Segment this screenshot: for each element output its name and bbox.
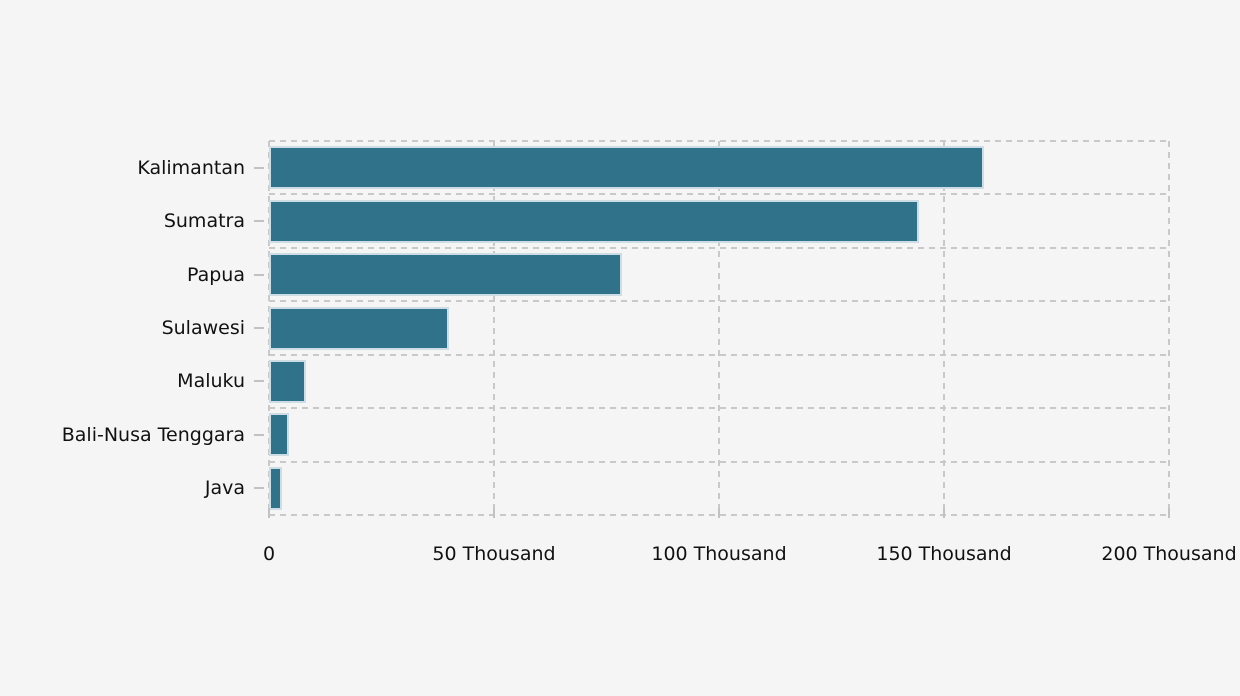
gridline-vertical (493, 141, 495, 515)
x-axis-label: 0 (262, 543, 276, 565)
bar-maluku (269, 359, 306, 403)
x-axis-tick (268, 508, 270, 518)
gridline-horizontal (269, 407, 1169, 410)
y-axis-label: Bali-Nusa Tenggara (61, 423, 245, 446)
gridline-vertical (718, 141, 720, 515)
gridline-horizontal (269, 193, 1169, 196)
y-axis-tick (254, 273, 264, 276)
bar-papua (269, 253, 622, 297)
x-axis-tick (1168, 508, 1170, 518)
x-axis-tick (718, 508, 720, 518)
y-axis-label: Maluku (177, 370, 245, 393)
y-axis-tick (254, 166, 264, 169)
y-axis-tick (254, 433, 264, 436)
y-axis-label: Java (204, 477, 245, 500)
bar-sulawesi (269, 306, 449, 350)
gridline-horizontal (269, 246, 1169, 249)
gridline-vertical (943, 141, 945, 515)
gridline-horizontal (269, 353, 1169, 356)
x-axis-label: 50 Thousand (432, 543, 556, 565)
bar-sumatra (269, 199, 919, 243)
y-axis-label: Sulawesi (161, 317, 245, 339)
gridline-vertical (1168, 141, 1170, 515)
y-axis-tick (254, 327, 264, 329)
y-axis-label: Sumatra (163, 210, 245, 233)
y-axis-label: Kalimantan (137, 156, 245, 179)
y-axis-label: Papua (187, 263, 245, 286)
y-axis-tick (254, 487, 264, 490)
x-axis-label: 150 Thousand (876, 543, 1012, 565)
bar-java (269, 466, 282, 510)
gridline-horizontal (269, 300, 1169, 303)
y-axis-tick (254, 220, 264, 223)
bar-bali-nusa-tenggara (269, 413, 290, 457)
bar-kalimantan (269, 146, 984, 190)
gridline-horizontal (269, 460, 1169, 463)
x-axis-label: 100 Thousand (651, 543, 787, 565)
y-axis-tick (254, 380, 264, 383)
gridline-horizontal (269, 140, 1169, 142)
x-axis-label: 200 Thousand (1101, 543, 1237, 565)
x-axis-tick (943, 508, 945, 518)
x-axis-tick (493, 508, 495, 518)
